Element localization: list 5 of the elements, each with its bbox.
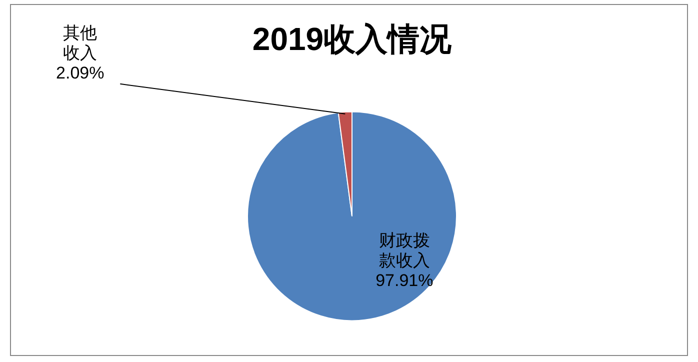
- slice-label: 财政拨款收入: [378, 231, 430, 270]
- chart-title: 2019收入情况: [252, 21, 453, 58]
- slice-label: 其他收入: [63, 24, 98, 63]
- data-label: 97.91%: [376, 271, 434, 290]
- data-label: 2.09%: [56, 64, 104, 83]
